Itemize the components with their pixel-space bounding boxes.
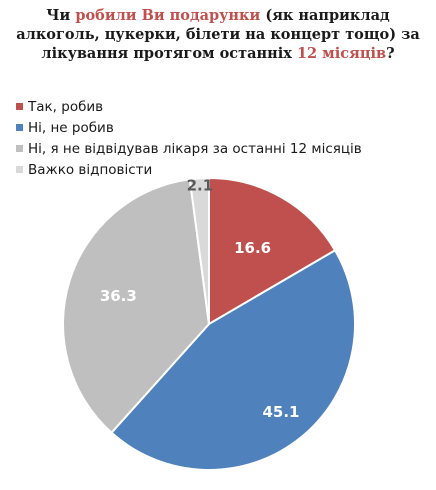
legend-swatch [16,103,23,110]
pie-slice [62,178,211,435]
title-text: (як наприклад алкоголь, цукерки, білети … [16,7,420,62]
legend-swatch [16,166,23,173]
legend: Так, робив Ні, не робив Ні, я не відвідува… [16,96,362,180]
legend-swatch [16,145,23,152]
title-highlight: робили Ви подарунки [75,7,261,24]
legend-item: Ні, я не відвідував лікаря за останні 12… [16,138,362,159]
pie-slice [110,248,356,471]
title-text: ? [386,45,395,62]
slice-value-label: 16.6 [234,239,271,257]
title-text: Чи [46,7,76,24]
legend-item: Важко відповісти [16,159,362,180]
legend-swatch [16,124,23,131]
slice-value-label: 36.3 [100,287,137,305]
pie-slice [208,176,337,326]
legend-label: Так, робив [28,98,104,115]
legend-label: Важко відповісти [28,161,153,178]
slice-value-label: 2.1 [187,177,214,195]
legend-item: Так, робив [16,96,362,117]
legend-label: Ні, не робив [28,119,114,136]
legend-item: Ні, не робив [16,117,362,138]
slice-value-label: 45.1 [262,403,299,421]
chart-title: Чи робили Ви подарунки (як наприклад алк… [8,6,428,63]
pie-slice [188,176,210,325]
legend-label: Ні, я не відвідував лікаря за останні 12… [28,140,362,157]
title-highlight: 12 місяців [296,45,387,62]
